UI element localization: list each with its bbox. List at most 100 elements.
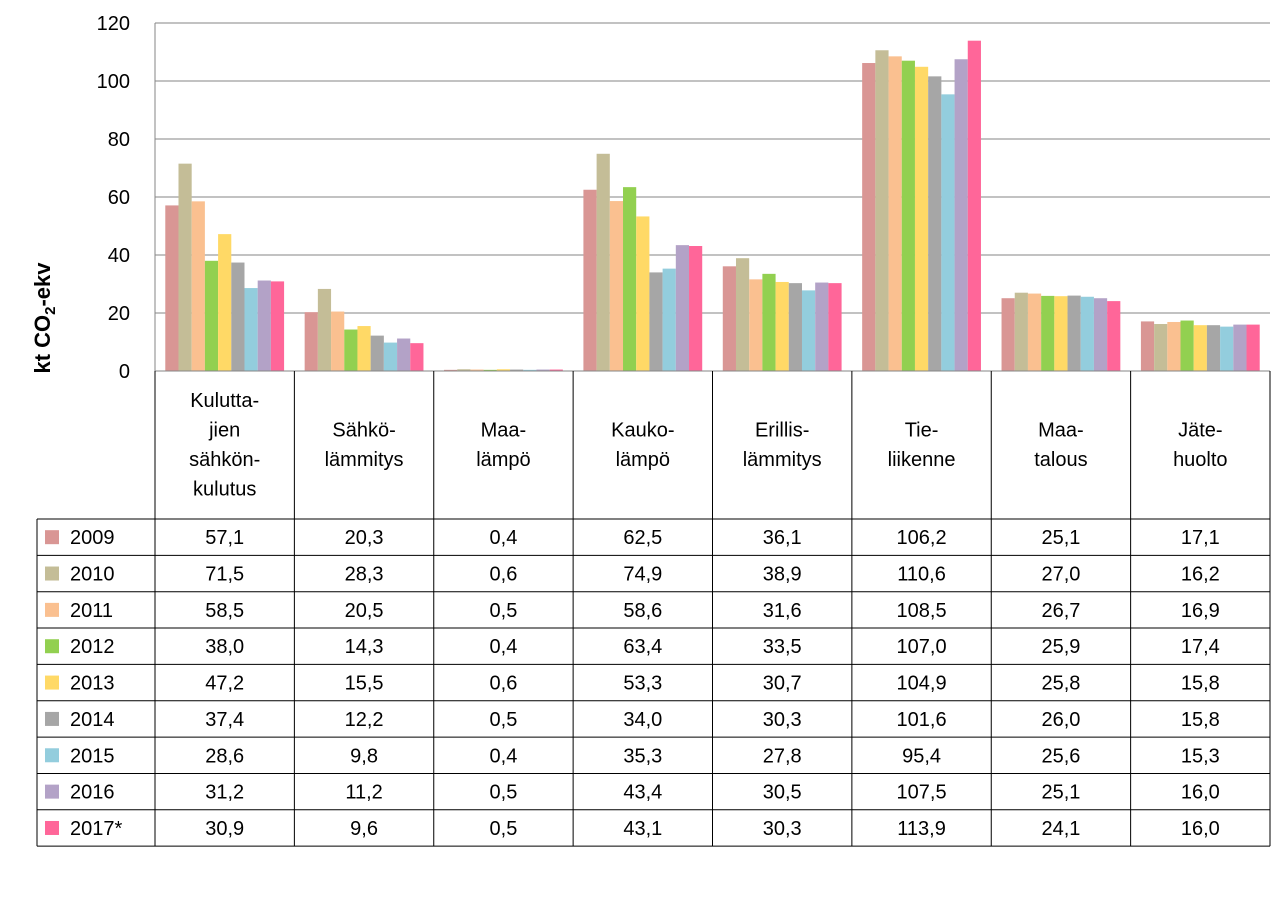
legend-swatch-2017 — [45, 820, 59, 835]
table-cell-2012-2: 0,4 — [490, 636, 518, 658]
bar-2012-5 — [901, 60, 915, 371]
category-label-3-0: Kauko- — [611, 420, 674, 442]
legend-label-2010: 2010 — [70, 564, 115, 586]
table-cell-2013-6: 25,8 — [1041, 673, 1080, 695]
bar-2016-2 — [536, 369, 550, 371]
table-cell-2011-4: 31,6 — [763, 600, 802, 622]
table-cell-2009-5: 106,2 — [897, 527, 947, 549]
bar-2013-6 — [1054, 296, 1068, 371]
category-label-0-1: jien — [208, 420, 240, 442]
table-cell-2011-7: 16,9 — [1181, 600, 1220, 622]
table-cell-2010-6: 27,0 — [1041, 564, 1080, 586]
legend-label-2016: 2016 — [70, 782, 115, 804]
table-cell-2017-5: 113,9 — [897, 818, 946, 840]
bar-2011-6 — [1027, 293, 1042, 371]
bar-2016-6 — [1093, 298, 1108, 371]
table-cell-2009-3: 62,5 — [623, 527, 662, 549]
table-cell-2017-6: 24,1 — [1041, 818, 1080, 840]
legend-swatch-2015 — [45, 748, 59, 763]
category-label-0-3: kulutus — [193, 479, 256, 501]
table-cell-2014-5: 101,6 — [897, 709, 947, 731]
bar-2013-5 — [914, 66, 929, 371]
table-cell-2016-3: 43,4 — [623, 782, 662, 804]
table-cell-2016-7: 16,0 — [1181, 782, 1220, 804]
table-cell-2015-1: 9,8 — [350, 745, 378, 767]
table-cell-2014-2: 0,5 — [490, 709, 518, 731]
table-cell-2013-0: 47,2 — [205, 673, 244, 695]
table-cell-2016-2: 0,5 — [490, 782, 518, 804]
y-tick-label-0: 0 — [119, 361, 130, 383]
table-cell-2011-6: 26,7 — [1041, 600, 1080, 622]
table-cell-2014-3: 34,0 — [623, 709, 662, 731]
bar-2016-4 — [815, 282, 829, 371]
table-cell-2014-4: 30,3 — [763, 709, 802, 731]
table-cell-2015-3: 35,3 — [623, 745, 662, 767]
category-label-4-0: Erillis- — [755, 420, 809, 442]
bar-2017-2 — [549, 369, 563, 371]
table-cell-2013-5: 104,9 — [897, 673, 947, 695]
category-label-6-1: talous — [1034, 449, 1087, 471]
legend-swatch-2012 — [45, 639, 59, 654]
table-cell-2015-2: 0,4 — [490, 745, 518, 767]
y-axis-label: kt CO2-ekv — [30, 262, 59, 374]
table-cell-2010-4: 38,9 — [763, 564, 802, 586]
table-cell-2017-0: 30,9 — [205, 818, 244, 840]
bar-2012-3 — [623, 187, 637, 371]
bar-2009-6 — [1001, 298, 1015, 371]
table-cell-2014-7: 15,8 — [1181, 709, 1220, 731]
bar-2013-4 — [775, 281, 789, 371]
legend-swatch-2013 — [45, 675, 59, 690]
bar-2012-0 — [204, 260, 219, 371]
table-cell-2012-0: 38,0 — [205, 636, 244, 658]
bar-2016-1 — [397, 338, 411, 371]
table-cell-2016-0: 31,2 — [205, 782, 244, 804]
bar-2013-7 — [1193, 325, 1207, 371]
legend-swatch-2010 — [45, 566, 59, 581]
table-cell-2010-0: 71,5 — [205, 564, 244, 586]
bar-2010-3 — [596, 153, 610, 371]
table-cell-2017-3: 43,1 — [623, 818, 662, 840]
table-cell-2012-5: 107,0 — [897, 636, 947, 658]
table-cell-2016-5: 107,5 — [897, 782, 947, 804]
bar-2013-3 — [636, 216, 650, 371]
bar-2009-1 — [304, 312, 318, 371]
bar-2015-1 — [383, 342, 398, 371]
bar-2011-7 — [1167, 321, 1181, 371]
bar-2015-6 — [1080, 296, 1094, 371]
bar-2015-3 — [662, 268, 676, 371]
table-cell-2010-5: 110,6 — [897, 564, 946, 586]
legend-label-2017: 2017* — [70, 818, 122, 840]
bar-2012-6 — [1041, 295, 1055, 371]
bar-2012-7 — [1180, 320, 1194, 371]
bar-2010-4 — [735, 258, 750, 371]
table-cell-2013-7: 15,8 — [1181, 673, 1220, 695]
table-cell-2012-1: 14,3 — [345, 636, 384, 658]
table-cell-2013-1: 15,5 — [345, 673, 384, 695]
bar-2014-5 — [928, 76, 942, 372]
bar-2011-4 — [749, 279, 763, 371]
bar-2014-6 — [1067, 295, 1081, 371]
bar-2012-1 — [344, 329, 358, 371]
category-label-3-1: lämpö — [616, 449, 670, 471]
table-cell-2009-2: 0,4 — [490, 527, 518, 549]
y-tick-label-100: 100 — [97, 71, 130, 93]
table-cell-2012-7: 17,4 — [1181, 636, 1220, 658]
bars — [165, 40, 1260, 372]
table-cell-2013-3: 53,3 — [623, 673, 662, 695]
bar-2009-5 — [862, 63, 876, 372]
bar-2009-7 — [1140, 321, 1155, 371]
table-cell-2011-2: 0,5 — [490, 600, 518, 622]
table-cell-2013-4: 30,7 — [763, 673, 802, 695]
legend-label-2013: 2013 — [70, 673, 115, 695]
table-cell-2014-0: 37,4 — [205, 709, 244, 731]
category-label-2-1: lämpö — [476, 449, 530, 471]
category-label-4-1: lämmitys — [743, 449, 822, 471]
bar-2010-1 — [317, 288, 332, 371]
y-tick-label-20: 20 — [108, 303, 130, 325]
bar-2017-3 — [689, 246, 703, 371]
table-cell-2010-7: 16,2 — [1181, 564, 1220, 586]
legend-swatch-2011 — [45, 602, 59, 617]
legend-swatch-2016 — [45, 784, 59, 799]
category-label-1-0: Sähkö- — [332, 420, 395, 442]
